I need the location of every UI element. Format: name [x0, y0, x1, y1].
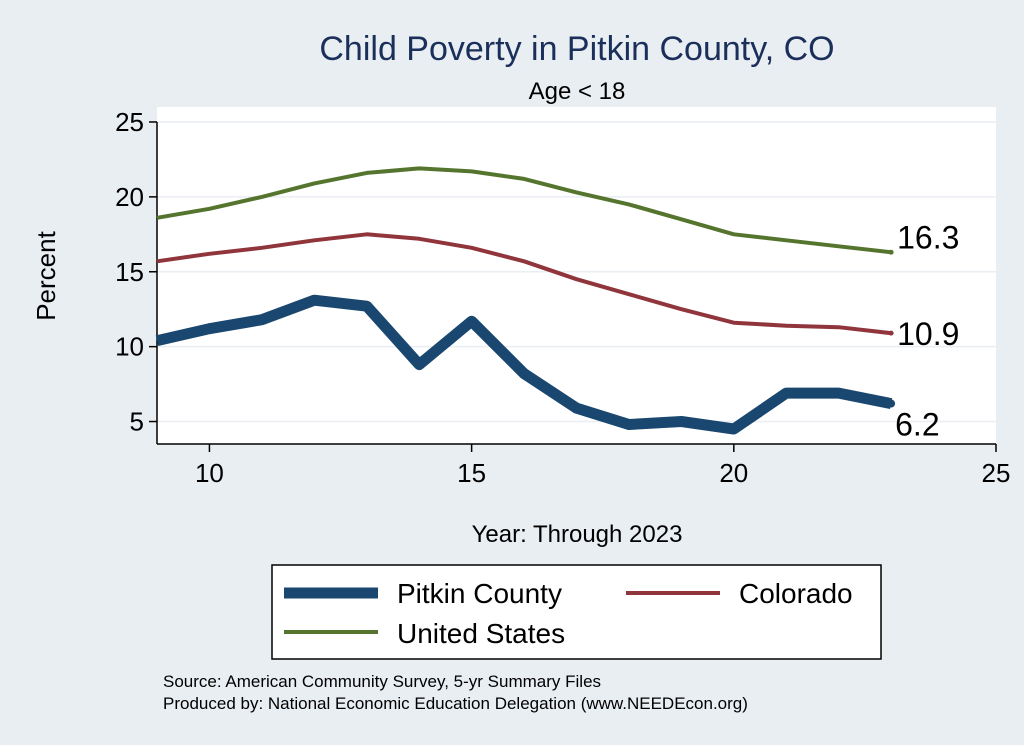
chart-subtitle: Age < 18 [529, 78, 626, 105]
end-label-colorado: 10.9 [897, 316, 959, 352]
gridlines [157, 121, 996, 423]
series-endpoint-pitkin-county [887, 399, 896, 408]
legend-box [271, 564, 882, 660]
series-line-colorado [156, 232, 892, 336]
end-labels: 6.2 10.9 16.3 [895, 219, 959, 442]
y-tick-label-15: 15 [115, 257, 144, 287]
y-axis-label: Percent [31, 230, 61, 320]
series-layer [155, 166, 896, 435]
y-tick-label-25: 25 [115, 107, 144, 137]
source-note: Source: American Community Survey, 5-yr … [163, 672, 601, 691]
y-tick-label-20: 20 [115, 182, 144, 212]
x-tick-label-25: 25 [982, 458, 1011, 488]
x-axis-label: Year: Through 2023 [472, 521, 683, 548]
end-label-united-states: 16.3 [897, 219, 959, 255]
legend-label-colorado: Colorado [739, 578, 853, 609]
legend-label-united-states: United States [397, 618, 565, 649]
plot-area [157, 107, 996, 444]
axes: 5 10 15 20 25 10 15 20 25 [115, 107, 1010, 488]
series-line-pitkin-county [155, 294, 893, 435]
y-tick-label-10: 10 [115, 332, 144, 362]
legend: Pitkin County Colorado United States [271, 564, 882, 660]
legend-label-pitkin-county: Pitkin County [397, 578, 562, 609]
series-endpoint-colorado [888, 330, 894, 336]
x-tick-label-20: 20 [719, 458, 748, 488]
y-tick-label-5: 5 [130, 407, 144, 437]
series-endpoint-united-states [888, 249, 894, 255]
end-label-pitkin-county: 6.2 [895, 407, 939, 443]
series-line-united-states [156, 166, 892, 255]
chart-title: Child Poverty in Pitkin County, CO [319, 30, 834, 68]
produced-by-note: Produced by: National Economic Education… [163, 694, 748, 713]
x-tick-label-10: 10 [195, 458, 224, 488]
x-tick-label-15: 15 [457, 458, 486, 488]
